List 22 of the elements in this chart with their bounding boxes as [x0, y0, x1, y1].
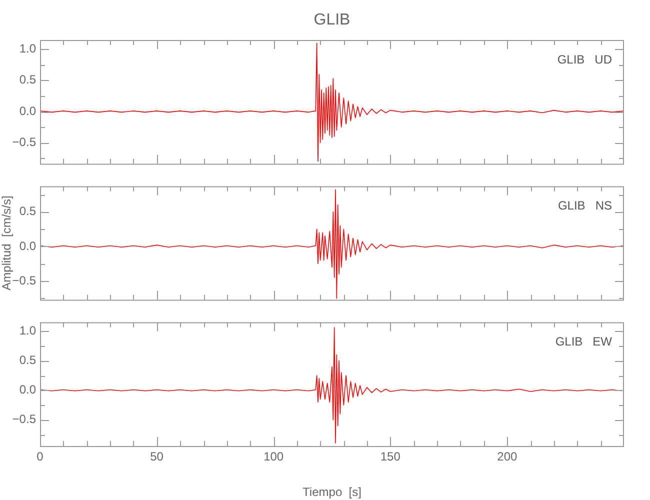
- annotation: GLIB UD: [557, 52, 612, 66]
- y-tick-label: −0.5: [12, 412, 36, 426]
- annotation: GLIB NS: [558, 198, 612, 213]
- chart-title: GLIB: [314, 11, 350, 28]
- y-tick-label: 0.0: [19, 382, 36, 397]
- y-tick-label: 0.5: [19, 204, 36, 218]
- x-tick-label: 50: [150, 450, 164, 464]
- x-tick-label: 100: [264, 450, 284, 464]
- x-tick-label: 0: [36, 450, 44, 464]
- y-tick-label: 0.0: [19, 104, 36, 118]
- y-tick-label: 0.5: [19, 72, 36, 87]
- x-axis-title: Tiempo [s]: [302, 485, 362, 500]
- y-tick-label: −0.5: [12, 273, 36, 288]
- y-tick-label: 1.0: [19, 323, 36, 338]
- y-tick-label: −0.5: [12, 134, 36, 149]
- annotation: GLIB EW: [555, 334, 613, 349]
- y-tick-label: 0.5: [19, 353, 36, 368]
- y-tick-label: 0.0: [19, 238, 36, 253]
- x-tick-label: 200: [497, 450, 518, 464]
- y-tick-label: 1.0: [19, 42, 36, 56]
- x-tick-label: 150: [380, 450, 401, 464]
- y-axis-title: Amplitud [cm/s/s]: [0, 196, 14, 290]
